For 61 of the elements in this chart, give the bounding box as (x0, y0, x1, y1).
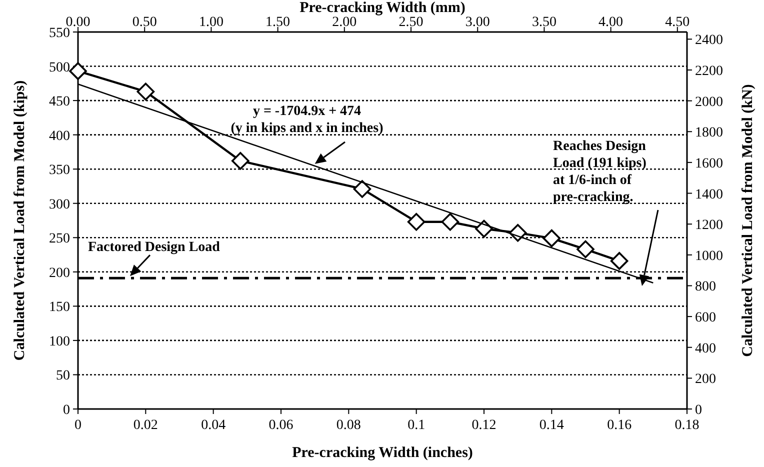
y-tick-label: 150 (49, 300, 70, 316)
x-tick-label: 0.06 (268, 418, 294, 433)
y2-tick-label: 2400 (695, 33, 723, 48)
y-tick-label: 50 (56, 368, 70, 384)
y2-tick-label: 1000 (695, 248, 723, 264)
y-tick-label: 550 (49, 26, 70, 41)
point (576, 240, 594, 258)
x-tick-label: 0.14 (539, 418, 564, 433)
x-tick-label: 0.16 (607, 418, 632, 433)
x2-tick-label: 2.00 (332, 15, 357, 30)
y-tick-label: 250 (49, 232, 70, 247)
y2-tick-label: 800 (695, 280, 716, 295)
point (232, 152, 250, 170)
point (353, 180, 372, 198)
x-tick-label: 0.08 (336, 418, 361, 433)
y2-tick-label: 2200 (695, 64, 723, 79)
x-tick-label: 0.12 (472, 418, 496, 433)
y-tick-label: 400 (49, 128, 70, 144)
y2-tick-label: 2000 (695, 94, 723, 110)
point (136, 82, 155, 101)
ref-line-label: Factored Design Load (88, 240, 220, 256)
annotation: Reaches Design Load (191 kips) at 1/6-inch of pre-cracking. (553, 139, 647, 205)
x-tick-label: 0.04 (201, 418, 226, 433)
y2-axis-title: Calculated Vertical Load from Model (kN) (740, 84, 756, 357)
y-tick-label: 100 (49, 334, 70, 350)
x2-tick-label: 4.50 (665, 15, 690, 30)
y-tick-label: 450 (49, 94, 70, 110)
point (610, 252, 628, 270)
x-axis-title: Pre-cracking Width (inches) (292, 445, 473, 461)
x2-tick-label: 3.00 (465, 15, 490, 30)
y2-tick-label: 1400 (695, 187, 723, 202)
y2-tick-label: 1600 (695, 156, 723, 172)
point (475, 220, 493, 238)
y-tick-label: 300 (49, 197, 70, 212)
y2-tick-label: 200 (695, 372, 716, 388)
x2-tick-label: 1.00 (198, 15, 224, 30)
x-tick-label: 0.1 (408, 418, 426, 433)
y2-tick-label: 600 (695, 310, 716, 326)
point (441, 212, 460, 231)
x2-axis-title: Pre-cracking Width (mm) (300, 0, 466, 16)
x-tick-label: 0.02 (133, 418, 158, 433)
y2-tick-label: 1200 (695, 218, 723, 234)
y2-tick-label: 1800 (695, 126, 723, 141)
annotation: y = -1704.9x + 474 (y in kips and x in inches) (230, 104, 384, 136)
y-axis-title: Calculated Vertical Load from Model (kips) (12, 80, 28, 361)
x2-tick-label: 3.50 (532, 15, 556, 30)
x2-tick-label: 4.00 (598, 15, 624, 30)
x2-tick-label: 2.50 (398, 15, 424, 30)
y-tick-label: 500 (49, 60, 70, 76)
point (407, 212, 426, 231)
point (542, 229, 561, 248)
x-tick-label: 0 (74, 418, 82, 433)
y-tick-label: 0 (63, 403, 70, 418)
y2-tick-label: 400 (695, 341, 716, 356)
point (69, 62, 87, 80)
y-tick-label: 350 (49, 163, 70, 178)
x2-tick-label: 0.50 (132, 15, 157, 30)
y2-tick-label: 0 (695, 403, 702, 418)
x-tick-label: 0.18 (674, 418, 700, 433)
y-tick-label: 200 (49, 266, 70, 281)
x2-tick-label: 1.50 (266, 15, 290, 30)
